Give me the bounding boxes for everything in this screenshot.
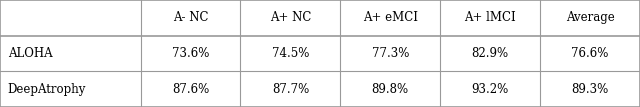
Text: 89.8%: 89.8% bbox=[372, 83, 409, 96]
Text: DeepAtrophy: DeepAtrophy bbox=[8, 83, 86, 96]
Text: A+ eMCI: A+ eMCI bbox=[363, 11, 418, 24]
Text: 82.9%: 82.9% bbox=[472, 47, 509, 60]
Text: 87.7%: 87.7% bbox=[272, 83, 309, 96]
Text: A+ NC: A+ NC bbox=[269, 11, 311, 24]
Text: 93.2%: 93.2% bbox=[472, 83, 509, 96]
Text: A+ lMCI: A+ lMCI bbox=[464, 11, 516, 24]
Text: 77.3%: 77.3% bbox=[372, 47, 409, 60]
Text: Average: Average bbox=[566, 11, 614, 24]
Text: 73.6%: 73.6% bbox=[172, 47, 209, 60]
Text: A- NC: A- NC bbox=[173, 11, 208, 24]
Text: 74.5%: 74.5% bbox=[272, 47, 309, 60]
Text: 87.6%: 87.6% bbox=[172, 83, 209, 96]
Text: 89.3%: 89.3% bbox=[572, 83, 609, 96]
Text: 76.6%: 76.6% bbox=[572, 47, 609, 60]
Text: ALOHA: ALOHA bbox=[8, 47, 52, 60]
